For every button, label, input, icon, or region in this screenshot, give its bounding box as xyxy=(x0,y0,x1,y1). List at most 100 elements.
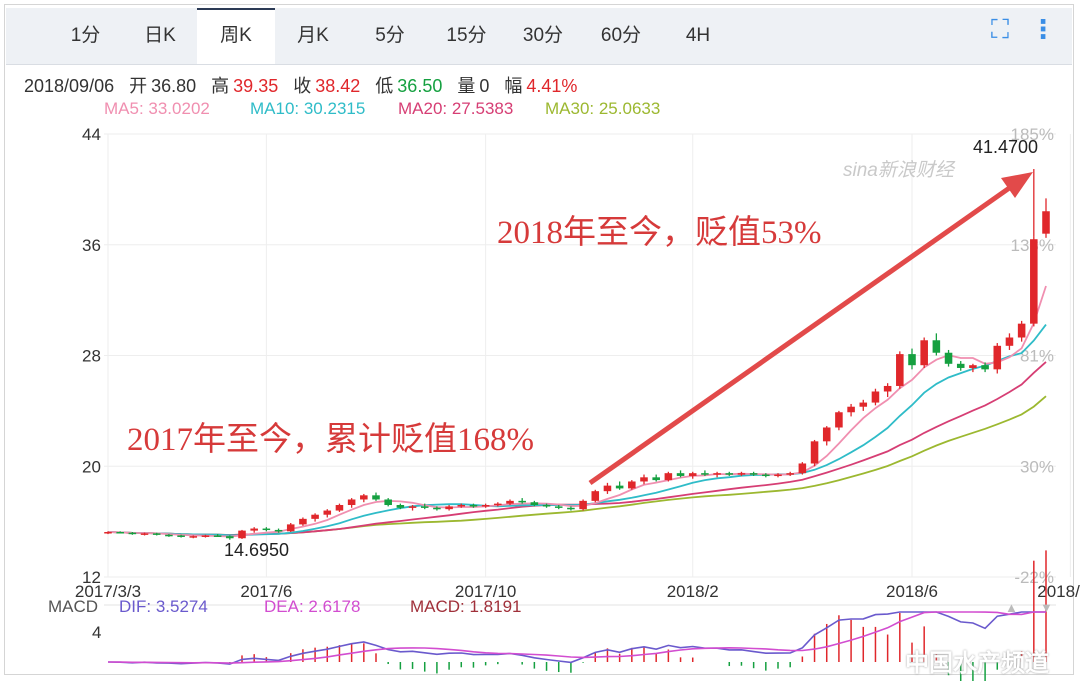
candle-body xyxy=(433,507,441,510)
candle-body xyxy=(1030,239,1038,324)
tab-2[interactable]: 周K xyxy=(197,8,275,64)
more-vertical-icon[interactable]: ⋮ xyxy=(1030,14,1056,44)
candle-body xyxy=(615,485,624,489)
x-tick-label: 2018/6 xyxy=(886,582,938,601)
tab-7[interactable]: 60分 xyxy=(600,25,642,46)
candle-body xyxy=(384,499,392,506)
candle-body xyxy=(335,505,344,511)
candle-body xyxy=(347,499,356,506)
quote-info-bar: 2018/09/06 开 36.80 高 39.35 收 38.42 低 36.50 量… xyxy=(24,72,587,98)
tab-1[interactable]: 日K xyxy=(144,25,176,46)
dif-line xyxy=(107,611,1046,665)
candle-body xyxy=(506,500,514,504)
candle-body xyxy=(189,536,198,538)
candle-body xyxy=(725,473,734,475)
candle-body xyxy=(883,385,892,392)
high-label: 高 xyxy=(211,76,230,96)
candle-body xyxy=(847,406,855,413)
dea-line xyxy=(107,611,1046,664)
macd-title: MACD xyxy=(48,597,99,616)
x-tick-label: 2017/6 xyxy=(240,582,292,601)
candle-body xyxy=(177,535,185,537)
candle-body xyxy=(152,533,161,535)
candle-body xyxy=(274,529,283,532)
candle-body xyxy=(810,441,819,464)
chart-frame xyxy=(4,4,1074,675)
candle-body xyxy=(628,481,636,489)
candle-body xyxy=(481,505,490,507)
candle-body xyxy=(567,507,575,510)
annotation-2017: 2017年至今，累计贬值168% xyxy=(127,422,534,458)
quote-date: 2018/09/06 xyxy=(24,76,115,96)
candle-body xyxy=(932,340,941,353)
dif-label: DIF: 3.5274 xyxy=(119,597,208,616)
candle-body xyxy=(1005,337,1014,346)
candle-body xyxy=(701,473,709,475)
ma30-label: MA30: 25.0633 xyxy=(545,99,661,118)
candle-body xyxy=(445,506,453,510)
open-label: 开 xyxy=(129,76,148,96)
ma5-line xyxy=(107,285,1047,538)
candle-body xyxy=(896,354,904,386)
footer-watermark: 中国水产频道 xyxy=(905,650,1049,677)
candle-body xyxy=(165,534,173,537)
candle-body xyxy=(579,500,587,510)
fullscreen-icon[interactable]: ⛶ xyxy=(990,14,1010,44)
ma5-label: MA5: 33.0202 xyxy=(104,99,210,118)
candle-body xyxy=(835,412,843,428)
candle-body xyxy=(969,365,977,368)
annotation-2018: 2018年至今，贬值53% xyxy=(497,215,822,251)
candle-body xyxy=(396,505,405,508)
candle-body xyxy=(664,473,673,481)
candle-body xyxy=(518,500,526,503)
open-value: 36.80 xyxy=(151,76,197,96)
candle-body xyxy=(591,491,600,501)
candle-body xyxy=(822,427,831,442)
tab-8[interactable]: 4H xyxy=(685,25,711,46)
period-tab-bar: 1分 日K 周K 月K 5分 15分 30分 60分 4H xyxy=(6,8,1072,65)
tab-5[interactable]: 15分 xyxy=(446,25,487,46)
x-tick-label: 2018/2 xyxy=(667,582,719,601)
candle-body xyxy=(676,473,685,476)
candle-body xyxy=(640,477,648,482)
candle-body xyxy=(749,473,758,475)
y-tick-label: 36 xyxy=(82,236,101,255)
tab-6[interactable]: 30分 xyxy=(522,25,564,46)
y-tick-label: 12 xyxy=(82,568,101,587)
ma10-line xyxy=(107,324,1047,537)
x-tick-label: 2018/9/6 xyxy=(1037,582,1080,601)
trend-arrow-head xyxy=(1001,172,1033,198)
volume-value: 0 xyxy=(479,76,490,96)
candle-body xyxy=(408,506,417,508)
candle-body xyxy=(786,473,794,475)
x-tick-label: 2017/3/3 xyxy=(75,582,141,601)
scroll-right-icon[interactable]: ▼ xyxy=(1040,600,1053,615)
candle-body xyxy=(652,477,660,481)
candle-body xyxy=(871,391,880,403)
trend-arrow-shaft xyxy=(588,181,1017,486)
candle-body xyxy=(774,474,782,477)
candle-body xyxy=(201,535,210,537)
scroll-left-icon[interactable]: ▲ xyxy=(1005,600,1018,615)
candle-body xyxy=(956,363,965,368)
candle-body xyxy=(213,535,222,537)
tab-0[interactable]: 1分 xyxy=(70,25,101,46)
candle-body xyxy=(993,345,1002,370)
candle-body xyxy=(226,536,234,539)
x-tick-label: 2017/10 xyxy=(455,582,516,601)
candle-body xyxy=(688,473,697,476)
low-label: 低 xyxy=(375,76,394,96)
ma20-label: MA20: 27.5383 xyxy=(398,99,514,118)
candle-body xyxy=(908,354,916,366)
candle-body xyxy=(859,402,868,407)
low-value: 36.50 xyxy=(397,76,443,96)
tab-4[interactable]: 5分 xyxy=(375,25,405,46)
candle-body xyxy=(713,473,721,475)
volume-label: 量 xyxy=(457,76,476,96)
macd-value-label: MACD: 1.8191 xyxy=(410,597,522,616)
candle-body xyxy=(140,533,149,535)
y-tick-label: 28 xyxy=(82,347,101,366)
tab-3[interactable]: 月K xyxy=(297,25,329,46)
candle-body xyxy=(1017,323,1026,338)
